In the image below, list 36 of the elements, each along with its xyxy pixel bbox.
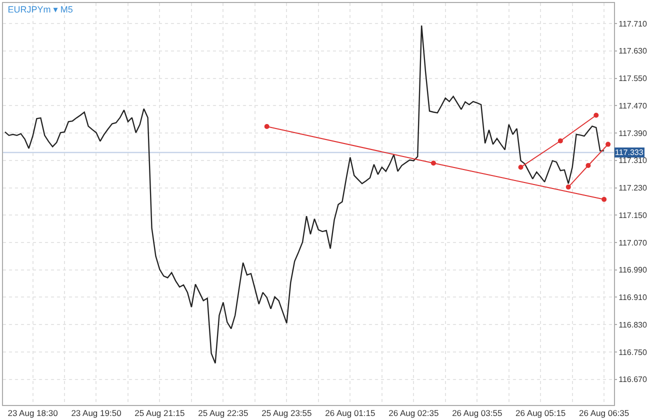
point: [518, 164, 524, 170]
y-tick-label: 116.990: [618, 266, 648, 275]
y-tick-label: 117.070: [618, 238, 648, 248]
y-tick-label: 117.150: [618, 210, 648, 220]
y-tick-label: 117.630: [618, 46, 648, 56]
point: [264, 124, 270, 130]
y-tick-label: 117.390: [618, 128, 648, 138]
point: [602, 196, 607, 202]
y-tick-label: 117.230: [618, 184, 648, 193]
x-tick-label: 26 Aug 02:35: [388, 408, 439, 418]
y-tick-label: 116.830: [618, 320, 648, 330]
x-tick-label: 23 Aug 19:50: [71, 408, 122, 418]
x-tick-label: 26 Aug 06:35: [579, 408, 630, 418]
x-tick-label: 26 Aug 03:55: [452, 408, 502, 418]
y-tick-label: 117.310: [618, 156, 648, 166]
y-tick-label: 116.750: [618, 348, 648, 357]
point: [586, 163, 591, 168]
x-tick-label: 26 Aug 01:15: [325, 408, 376, 418]
x-tick-label: 26 Aug 05:15: [516, 408, 566, 418]
point: [430, 160, 436, 166]
x-tick-label: 23 Aug 18:30: [8, 408, 58, 418]
point: [558, 138, 563, 144]
x-tick-label: 25 Aug 21:15: [134, 408, 186, 418]
point: [606, 142, 611, 147]
x-tick-label: 25 Aug 23:55: [262, 408, 312, 418]
y-tick-label: 117.550: [618, 74, 648, 84]
point: [594, 112, 599, 118]
y-tick-label: 116.670: [618, 375, 648, 384]
y-tick-label: 116.910: [618, 293, 648, 302]
x-tick-label: 25 Aug 22:35: [198, 408, 249, 418]
y-tick-label: 117.470: [618, 101, 648, 110]
chart-title: EURJPYm ▾ M5: [8, 4, 73, 15]
y-tick-label: 117.710: [618, 19, 648, 28]
line-series: [4, 24, 605, 364]
point: [566, 184, 571, 190]
ref-line-label: 117.333: [615, 148, 644, 157]
